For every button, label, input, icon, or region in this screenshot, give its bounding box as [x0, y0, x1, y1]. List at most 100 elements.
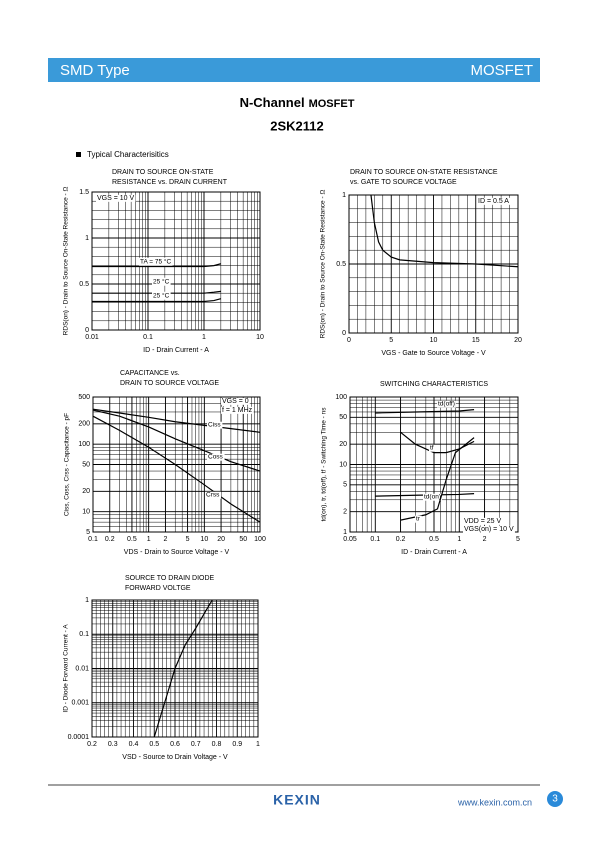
y-tick-label: 10 [339, 461, 347, 468]
chart-title: DRAIN TO SOURCE ON-STATE [112, 169, 214, 176]
x-tick-label: 100 [254, 536, 266, 543]
chart-title: SWITCHING CHARACTERISTICS [380, 381, 488, 388]
x-tick-label: 1 [147, 536, 151, 543]
plot-frame [349, 396, 519, 533]
annotation-bg [463, 525, 515, 533]
part-number: 2SK2112 [270, 118, 324, 133]
x-tick-label: 0.4 [129, 741, 139, 748]
y-axis-label: td(on), tr, td(off), tf - Switching Time… [321, 407, 328, 522]
x-tick-label: 0.7 [191, 741, 201, 748]
chart: DRAIN TO SOURCE ON-STATE RESISTANCE vs. D… [63, 169, 264, 354]
label-bg [207, 421, 223, 429]
series-label: 25 °C [153, 292, 170, 300]
x-tick-label: 0.3 [108, 741, 118, 748]
y-tick-label: 20 [82, 488, 90, 495]
y-tick-label: 1 [85, 235, 89, 242]
label-bg [139, 257, 173, 266]
section-title: Typical Characterisitics [87, 150, 169, 159]
annotation: ID = 0.5 A [478, 198, 509, 205]
y-tick-label: 5 [343, 482, 347, 489]
y-tick-label: 0.5 [336, 261, 346, 268]
x-axis-label: ID - Drain Current - A [143, 347, 209, 354]
y-tick-label: 100 [78, 441, 90, 448]
x-tick-label: 0.1 [88, 536, 98, 543]
series-line [92, 263, 222, 268]
page-badge [547, 791, 563, 807]
series-label: tr [416, 516, 421, 523]
x-tick-label: 20 [217, 536, 225, 543]
y-tick-label: 1.5 [79, 189, 89, 196]
annotation-bg [96, 194, 136, 202]
series-label: TA = 75 °C [140, 258, 172, 266]
annotation-bg [477, 197, 511, 205]
x-axis-label: VDS - Drain to Source Voltage - V [124, 549, 230, 556]
chart-title: CAPACITANCE vs. [120, 370, 180, 377]
x-tick-label: 10 [430, 337, 438, 344]
x-tick-label: 0.5 [127, 536, 137, 543]
x-tick-label: 1 [256, 741, 260, 748]
y-tick-label: 500 [78, 394, 90, 401]
series-line [370, 194, 519, 268]
x-tick-label: 0.1 [370, 536, 380, 543]
x-tick-label: 0.6 [170, 741, 180, 748]
header-left: SMD Type [60, 62, 130, 79]
x-axis-label: ID - Drain Current - A [401, 549, 467, 556]
chart: DRAIN TO SOURCE ON-STATE RESISTANCE vs. G… [320, 169, 522, 357]
x-tick-label: 5 [389, 337, 393, 344]
series-label: Coss [208, 454, 224, 461]
x-tick-label: 10 [200, 536, 208, 543]
y-tick-label: 1 [343, 529, 347, 536]
y-tick-label: 50 [82, 461, 90, 468]
chart-title: FORWARD VOLTGE [125, 585, 191, 592]
y-tick-label: 20 [339, 441, 347, 448]
series-line [153, 599, 213, 738]
x-tick-label: 0.8 [212, 741, 222, 748]
series-label: td(on) [424, 494, 441, 501]
chart-title: DRAIN TO SOURCE VOLTAGE [120, 380, 219, 387]
x-tick-label: 0 [347, 337, 351, 344]
series-line [92, 409, 261, 472]
y-tick-label: 0 [342, 330, 346, 337]
x-tick-label: 2 [163, 536, 167, 543]
x-tick-label: 0.1 [143, 334, 153, 341]
x-tick-label: 1 [457, 536, 461, 543]
title-suffix: MOSFET [309, 98, 355, 110]
y-tick-label: 1 [342, 192, 346, 199]
series-line [92, 290, 221, 294]
y-tick-label: 0.1 [79, 631, 89, 638]
plot-frame [91, 191, 261, 331]
plot-frame [92, 396, 261, 533]
x-tick-label: 10 [256, 334, 264, 341]
chart: SWITCHING CHARACTERISTICS 0.05 0.1 0.2 0.5 1 2… [321, 381, 520, 556]
y-axis-label: Ciss, Coss, Crss - Capacitance - pF [64, 413, 71, 516]
x-tick-label: 0.9 [232, 741, 242, 748]
title-main: N-Channel [240, 95, 305, 110]
plot-frame [91, 599, 259, 738]
x-tick-label: 0.5 [429, 536, 439, 543]
chart-title: DRAIN TO SOURCE ON-STATE RESISTANCE [350, 169, 498, 176]
x-tick-label: 0.01 [85, 334, 99, 341]
series-line [92, 298, 222, 303]
annotation-bg [221, 397, 250, 405]
y-tick-label: 0.0001 [68, 734, 90, 741]
header-bar [48, 58, 540, 82]
label-bg [152, 277, 171, 286]
annotation: VGS = 10 V [97, 195, 134, 202]
title: N-Channel MOSFET [240, 95, 355, 110]
label-bg [152, 291, 171, 300]
charts: DRAIN TO SOURCE ON-STATE RESISTANCE vs. D… [63, 169, 522, 761]
chart-title: vs. GATE TO SOURCE VOLTAGE [350, 179, 457, 186]
y-tick-label: 50 [339, 414, 347, 421]
annotation: VDD = 25 V [464, 518, 501, 525]
chart-title: SOURCE TO DRAIN DIODE [125, 575, 215, 582]
label-bg [423, 493, 442, 501]
footer-brand: KEXIN [273, 792, 321, 808]
x-axis-label: VGS - Gate to Source Voltage - V [381, 350, 486, 357]
bullet [76, 152, 81, 157]
annotation-bg [463, 517, 503, 525]
x-tick-label: 0.2 [396, 536, 406, 543]
series-line [92, 415, 261, 523]
y-tick-label: 0.5 [79, 281, 89, 288]
x-tick-label: 2 [483, 536, 487, 543]
label-bg [207, 453, 225, 461]
